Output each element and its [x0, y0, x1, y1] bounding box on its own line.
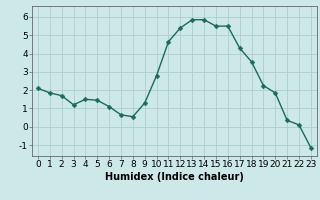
X-axis label: Humidex (Indice chaleur): Humidex (Indice chaleur) — [105, 172, 244, 182]
